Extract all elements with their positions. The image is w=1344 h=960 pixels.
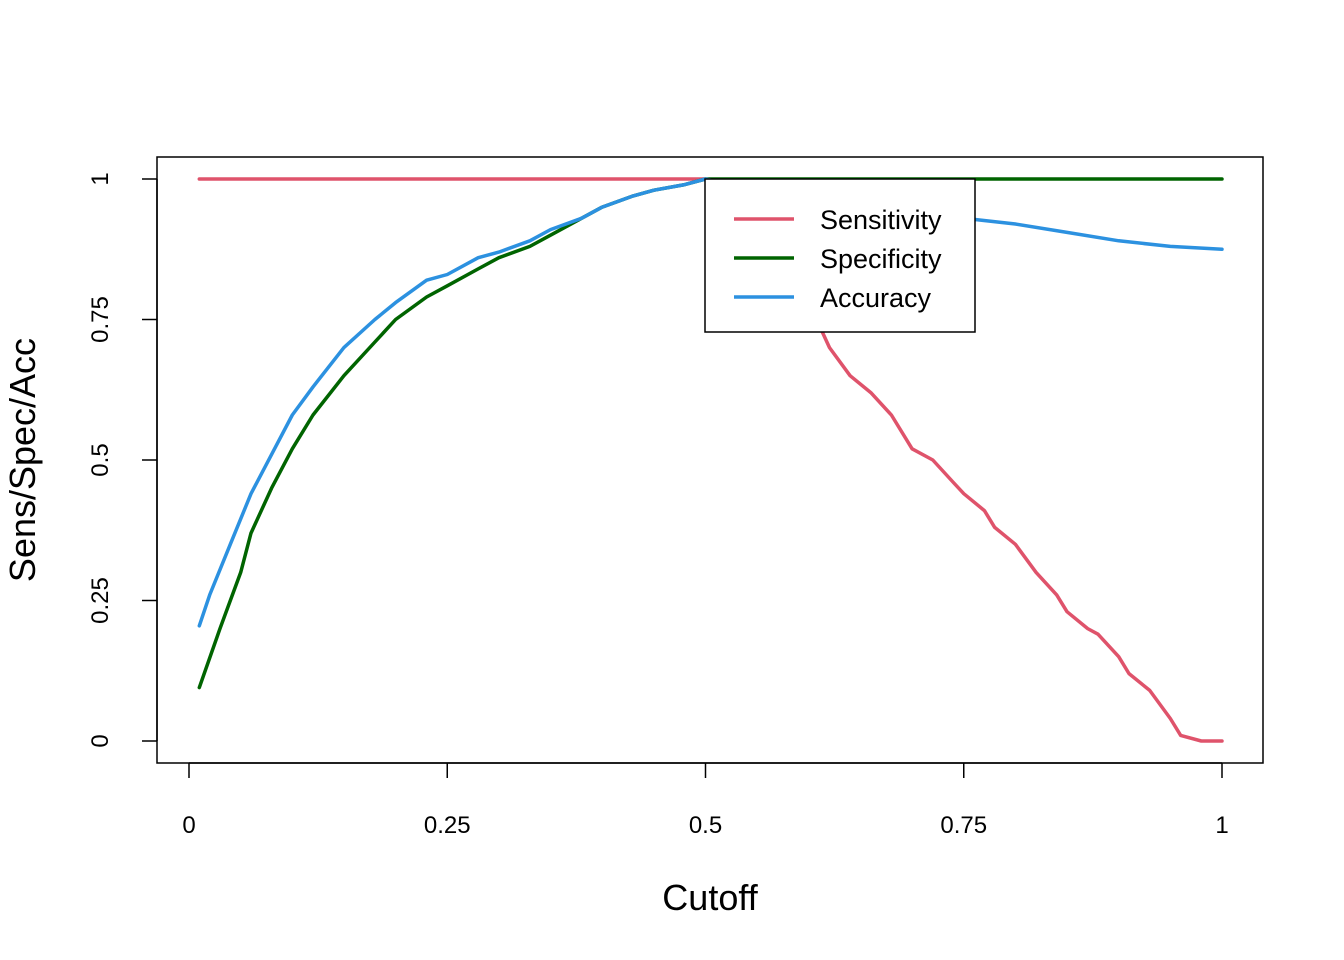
legend-label-specificity: Specificity — [820, 244, 942, 274]
x-tick-label: 0.75 — [940, 812, 987, 839]
legend-label-sensitivity: Sensitivity — [820, 205, 942, 235]
legend-box — [704, 178, 976, 333]
plot-frame — [156, 156, 1264, 764]
x-tick-label: 0.25 — [424, 812, 471, 839]
y-tick-label: 0.5 — [87, 443, 114, 476]
legend: Sensitivity Specificity Accuracy — [704, 178, 976, 333]
y-tick-label: 0 — [87, 734, 114, 747]
y-axis-title: Sens/Spec/Acc — [2, 338, 43, 582]
y-tick-label: 0.25 — [87, 577, 114, 624]
ticks-layer: 0 0.25 0.5 0.75 1 0 0.25 0.5 0.75 1 — [87, 172, 1229, 839]
x-tick-label: 1 — [1215, 812, 1228, 839]
x-tick-label: 0 — [182, 812, 195, 839]
x-axis-title: Cutoff — [662, 877, 758, 918]
x-tick-label: 0.5 — [689, 812, 722, 839]
y-tick-label: 1 — [87, 172, 114, 185]
legend-label-accuracy: Accuracy — [820, 283, 932, 313]
y-tick-label: 0.75 — [87, 296, 114, 343]
